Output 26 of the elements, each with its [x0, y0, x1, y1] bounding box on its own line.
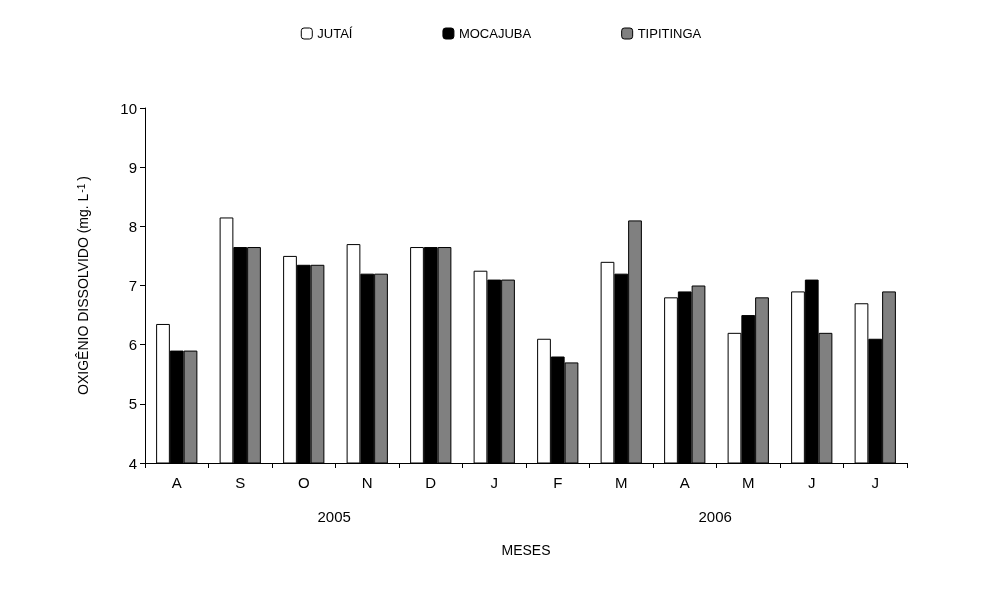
- legend-label: JUTAÍ: [317, 26, 353, 41]
- x-tick-label: N: [361, 474, 373, 491]
- legend-label: TIPITINGA: [637, 26, 702, 41]
- x-tick-label: O: [297, 474, 310, 491]
- legend-label: MOCAJUBA: [458, 26, 532, 41]
- x-tick-label: J: [808, 474, 816, 491]
- x-tick-label: A: [679, 474, 690, 491]
- x-tick-label: J: [490, 474, 498, 491]
- x-tick-label: M: [615, 474, 628, 491]
- y-tick-label: 5: [128, 395, 137, 413]
- x-tick-label: J: [871, 474, 879, 491]
- y-axis-title: OXIGÊNIO DISSOLVIDO (mg. L-1): [75, 176, 91, 395]
- x-tick-label: A: [171, 474, 182, 491]
- y-tick-label: 7: [128, 277, 137, 294]
- y-tick-label: 10: [120, 99, 137, 117]
- y-tick-label: 9: [128, 158, 137, 176]
- x-tick-label: M: [742, 474, 755, 491]
- y-tick-label: 8: [128, 217, 137, 235]
- x-tick-label: D: [425, 474, 437, 491]
- x-tick-label: F: [553, 474, 563, 491]
- y-tick-label: 4: [128, 454, 137, 472]
- y-tick-label: 6: [128, 336, 137, 354]
- text: 2006: [698, 508, 732, 525]
- x-tick-label: S: [235, 474, 246, 491]
- x-axis-title: MESES: [501, 542, 551, 558]
- text: 2005: [317, 508, 351, 525]
